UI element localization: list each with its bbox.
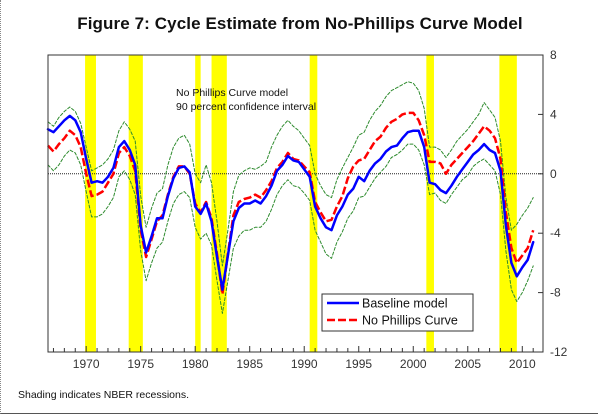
- x-axis: 1970 1975 1980 1985 1990 1995 2000 2005 2010: [52, 346, 536, 371]
- recession-band-6: [499, 55, 517, 352]
- recession-band-0: [85, 55, 96, 352]
- legend-box: [321, 293, 474, 332]
- recession-band-5: [426, 55, 434, 352]
- plot-area-border: [47, 54, 544, 353]
- annotation-line-1: No Phillips Curve model: [176, 87, 288, 99]
- y-tick-label: -4: [550, 226, 561, 240]
- footnote: Shading indicates NBER recessions.: [18, 389, 190, 401]
- series-group: [46, 81, 535, 314]
- recession-band-3: [211, 55, 227, 352]
- x-tick-label: 1990: [291, 357, 318, 371]
- x-tick-label: 1995: [345, 357, 372, 371]
- recession-band-2: [195, 55, 201, 352]
- x-tick-label: 1980: [182, 357, 209, 371]
- y-tick-label: 0: [550, 167, 557, 181]
- x-tick-label: 1985: [236, 357, 263, 371]
- y-axis: 8 4 0 -4 -8 -12: [538, 48, 568, 359]
- series-no-phillips-curve: [47, 111, 535, 296]
- chart-title: Figure 7: Cycle Estimate from No-Phillip…: [77, 14, 523, 33]
- y-tick-label: -12: [550, 345, 568, 359]
- legend-label-baseline: Baseline model: [362, 297, 447, 311]
- x-tick-label: 2000: [400, 357, 427, 371]
- series-lower-90-band: [47, 143, 534, 314]
- y-tick-label: -8: [550, 286, 561, 300]
- x-tick-label: 1975: [127, 357, 154, 371]
- legend-label-no-phillips: No Phillips Curve: [362, 314, 458, 328]
- x-tick-label: 2010: [509, 357, 536, 371]
- annotation-line-2: 90 percent confidence interval: [176, 101, 316, 113]
- x-tick-label: 1970: [73, 357, 100, 371]
- series-baseline-model: [46, 114, 535, 291]
- x-tick-label: 2005: [454, 357, 481, 371]
- y-tick-label: 4: [550, 107, 557, 121]
- legend: Baseline model No Phillips Curve: [321, 293, 474, 332]
- series-upper-90-band: [47, 81, 534, 267]
- y-tick-label: 8: [550, 48, 557, 62]
